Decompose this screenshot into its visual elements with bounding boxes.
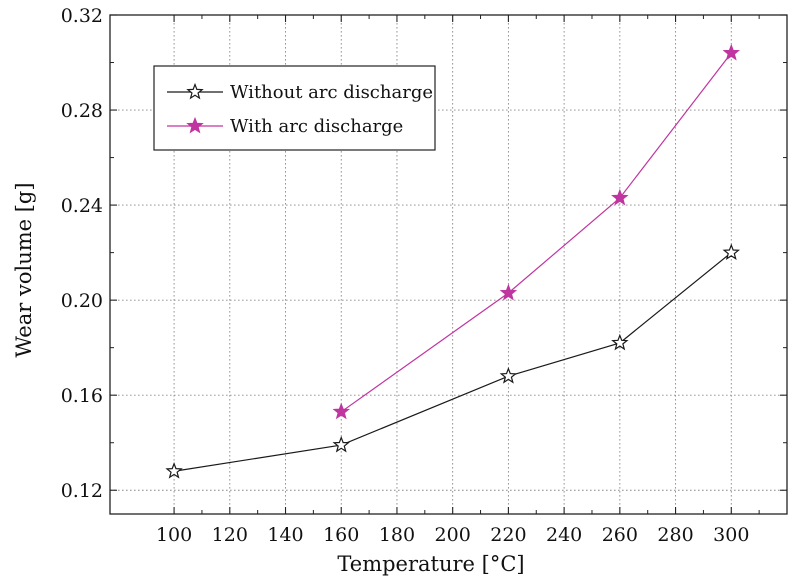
y-tick-label: 0.32 — [61, 5, 103, 27]
axis-ticks — [110, 14, 787, 514]
legend-entry-with-arc: With arc discharge — [167, 116, 403, 137]
data-series — [165, 43, 741, 479]
y-tick-label: 0.16 — [61, 385, 103, 407]
data-point-marker — [611, 188, 629, 206]
data-point-marker — [499, 283, 518, 301]
y-tick-label: 0.24 — [61, 195, 103, 217]
legend-marker-with-arc — [186, 116, 204, 134]
data-point-marker — [722, 243, 741, 261]
legend-marker-without-arc — [186, 82, 204, 100]
x-tick-label: 140 — [267, 524, 303, 546]
data-point-marker — [611, 333, 629, 351]
data-point-marker — [499, 367, 518, 384]
legend-label-without-arc: Without arc discharge — [230, 82, 433, 103]
x-tick-label: 260 — [602, 524, 638, 546]
legend-label-with-arc: With arc discharge — [230, 116, 403, 137]
tick-labels: 100 120 140 160 180 200 220 240 260 280 300 0.12 0.1… — [61, 5, 750, 546]
data-point-marker — [165, 462, 183, 479]
x-tick-label: 100 — [156, 524, 192, 546]
series-1 — [332, 43, 741, 420]
y-tick-label: 0.12 — [61, 480, 103, 502]
x-tick-label: 280 — [657, 524, 693, 546]
x-tick-label: 180 — [379, 524, 415, 546]
x-tick-label: 300 — [713, 524, 749, 546]
data-point-marker — [722, 43, 741, 61]
legend-entry-without-arc: Without arc discharge — [167, 82, 433, 103]
legend-box — [153, 65, 436, 151]
x-tick-label: 240 — [546, 524, 582, 546]
series-0 — [165, 243, 741, 479]
data-point-marker — [332, 402, 350, 420]
x-tick-label: 160 — [323, 524, 359, 546]
x-tick-label: 220 — [490, 524, 526, 546]
legend-star-marker — [186, 116, 204, 134]
series-line-1 — [340, 52, 732, 413]
legend-star-marker — [186, 82, 204, 100]
x-tick-label: 120 — [212, 524, 248, 546]
legend: Without arc discharge With arc discharge — [153, 65, 436, 151]
data-point-marker — [332, 435, 350, 453]
x-tick-label: 200 — [435, 524, 471, 546]
plot-frame — [109, 14, 788, 515]
y-tick-label: 0.20 — [61, 290, 103, 312]
y-tick-label: 0.28 — [61, 100, 103, 122]
y-axis-label: Wear volume [g] — [12, 182, 36, 357]
x-axis-label: Temperature [°C] — [337, 552, 524, 576]
